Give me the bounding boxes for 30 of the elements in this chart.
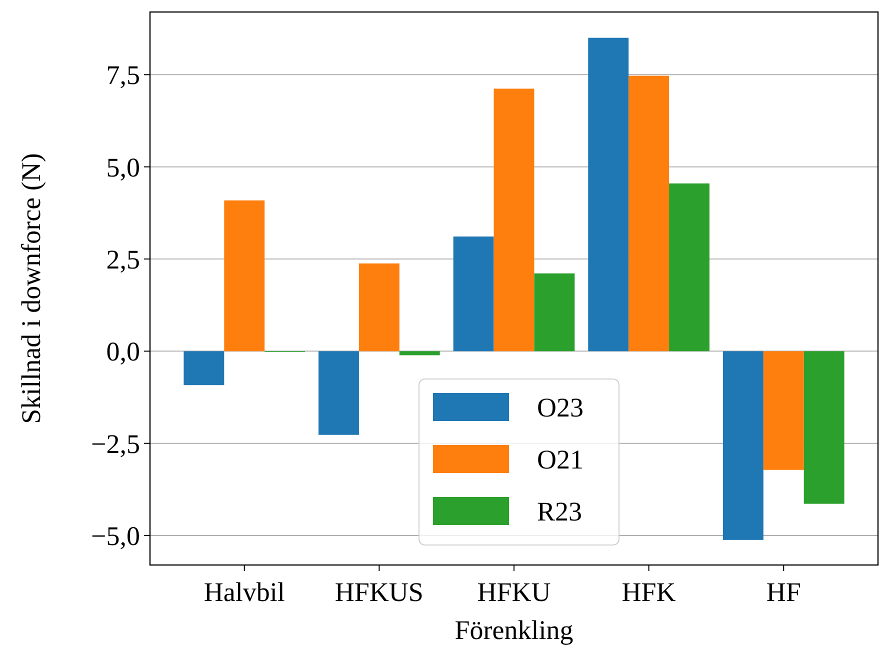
x-tick-label: HF [766,577,801,607]
bar [318,351,359,435]
bar [763,351,804,470]
bar [494,88,534,352]
x-tick-label: HFK [622,577,676,607]
bar [224,200,265,352]
y-tick-label: −2,5 [91,428,140,459]
bar [399,351,440,356]
bar [184,351,224,386]
y-tick-label: 0,0 [106,336,140,367]
legend-label: O23 [537,392,584,422]
bar [534,273,575,352]
legend-label: R23 [537,496,582,526]
legend-label: O21 [537,444,584,474]
bar [628,76,670,352]
x-tick-label: Halvbil [204,577,285,607]
bar [588,38,629,352]
y-tick-label: −5,0 [91,520,140,551]
y-axis-title: Skillnad i downforce (N) [16,153,46,424]
y-tick-label: 7,5 [106,60,140,90]
y-tick-label: 5,0 [106,152,140,182]
bar [722,351,764,540]
x-axis-title: Förenkling [454,615,574,645]
x-tick-label: HFKUS [334,577,424,607]
bar [358,263,400,352]
y-tick-label: 2,5 [106,244,140,274]
bar [669,183,710,352]
x-tick-label: HFKU [477,577,551,607]
bar [804,351,844,504]
bar [453,236,494,352]
